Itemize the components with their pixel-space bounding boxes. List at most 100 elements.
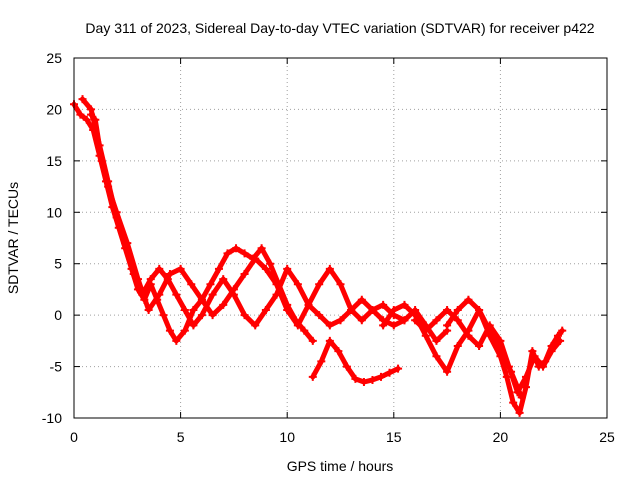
grid-lines <box>74 58 607 418</box>
series-arc-4 <box>308 336 403 386</box>
y-tick-label: -10 <box>42 410 62 426</box>
data-point-plus <box>325 336 334 345</box>
data-point-plus <box>547 347 556 356</box>
data-point-plus <box>509 398 518 407</box>
y-tick-label: 5 <box>54 256 62 272</box>
data-point-plus <box>219 300 228 309</box>
data-point-plus <box>453 316 462 325</box>
data-point-plus <box>421 326 430 335</box>
data-point-plus <box>443 306 452 314</box>
data-point-plus <box>104 182 113 191</box>
data-point-plus <box>240 270 249 278</box>
y-axis-label: SDTVAR / TECUs <box>5 182 21 294</box>
data-point-plus <box>251 321 260 330</box>
series-arc-7 <box>443 295 526 402</box>
data-point-plus <box>521 372 530 381</box>
y-tick-label: 20 <box>46 101 62 117</box>
data-point-plus <box>351 374 360 383</box>
data-point-plus <box>283 306 292 314</box>
data-point-plus <box>229 285 238 294</box>
data-point-plus <box>240 311 249 320</box>
data-point-plus <box>528 347 537 356</box>
data-point-plus <box>172 336 181 345</box>
data-point-plus <box>357 316 366 325</box>
data-point-plus <box>76 110 85 119</box>
data-point-plus <box>176 264 185 273</box>
data-point-plus <box>165 326 174 335</box>
series-trace <box>71 101 316 344</box>
data-point-plus <box>219 275 228 284</box>
x-tick-label: 25 <box>599 429 615 445</box>
data-point-plus <box>112 208 121 217</box>
data-point-plus <box>485 326 494 335</box>
data-series <box>70 95 567 417</box>
data-point-plus <box>334 347 343 356</box>
data-point-plus <box>432 336 441 345</box>
data-point-plus <box>517 393 526 402</box>
data-point-plus <box>165 270 174 278</box>
data-point-plus <box>315 280 324 289</box>
data-point-plus <box>347 306 356 314</box>
data-point-plus <box>232 244 241 253</box>
data-point-plus <box>257 244 266 253</box>
data-point-plus <box>443 367 452 376</box>
data-point-plus <box>146 275 155 284</box>
data-point-plus <box>389 321 398 330</box>
data-point-plus <box>475 342 484 350</box>
data-point-plus <box>317 357 326 366</box>
data-point-plus <box>553 331 562 340</box>
series-arc-1 <box>70 100 317 345</box>
data-point-plus <box>368 375 377 384</box>
data-point-plus <box>342 362 351 371</box>
data-point-plus <box>266 259 275 268</box>
data-point-plus <box>133 275 142 284</box>
data-point-plus <box>197 295 206 304</box>
data-point-plus <box>283 264 292 273</box>
series-arc-3 <box>87 110 452 345</box>
data-point-plus <box>261 306 270 314</box>
data-point-plus <box>187 280 196 289</box>
data-point-plus <box>558 326 567 335</box>
data-point-plus <box>377 372 386 381</box>
x-tick-label: 15 <box>386 429 402 445</box>
data-point-plus <box>82 115 91 124</box>
data-point-plus <box>336 316 345 325</box>
y-tick-label: -5 <box>50 359 63 375</box>
data-point-plus <box>223 249 232 258</box>
data-point-plus <box>208 290 217 299</box>
data-point-plus <box>261 264 270 273</box>
data-point-plus <box>507 367 516 376</box>
series-arc-6 <box>411 306 565 397</box>
data-point-plus <box>206 280 215 289</box>
data-point-plus <box>87 110 96 119</box>
data-point-plus <box>432 316 441 325</box>
data-point-plus <box>539 362 548 371</box>
data-point-plus <box>208 311 217 320</box>
data-point-plus <box>180 326 189 335</box>
data-point-plus <box>197 311 206 320</box>
data-point-plus <box>453 306 462 314</box>
data-point-plus <box>300 326 309 335</box>
data-point-plus <box>214 264 223 273</box>
data-point-plus <box>475 306 484 314</box>
data-point-plus <box>357 295 366 304</box>
data-point-plus <box>272 280 281 289</box>
data-point-plus <box>308 336 317 345</box>
data-point-plus <box>411 316 420 325</box>
series-trace <box>444 297 525 400</box>
data-point-plus <box>496 347 505 356</box>
data-point-plus <box>144 306 153 314</box>
x-tick-label: 10 <box>279 429 295 445</box>
data-point-plus <box>521 383 530 392</box>
data-point-plus <box>359 378 368 386</box>
data-point-plus <box>159 311 168 320</box>
data-point-plus <box>293 280 302 289</box>
y-tick-label: 10 <box>46 204 62 220</box>
y-tick-label: 0 <box>54 307 62 323</box>
x-tick-labels: 0 5 10 15 20 25 <box>70 429 615 445</box>
data-point-plus <box>556 336 565 345</box>
data-point-plus <box>78 95 87 104</box>
data-point-plus <box>251 254 260 263</box>
data-point-plus <box>325 264 334 273</box>
